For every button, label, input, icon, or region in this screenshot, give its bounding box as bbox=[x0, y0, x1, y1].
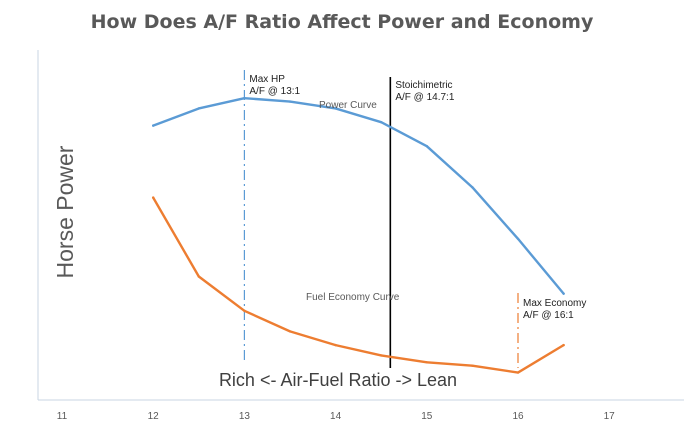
x-tick-label-11: 11 bbox=[57, 411, 68, 422]
stoich-label-line-1: Stoichimetric bbox=[395, 80, 452, 91]
x-tick-label-13: 13 bbox=[239, 411, 251, 422]
data-point-power-5 bbox=[380, 120, 383, 124]
x-tick-label-17: 17 bbox=[604, 411, 616, 422]
max-hp-label-line-1: Max HP bbox=[249, 74, 285, 85]
x-tick-label-16: 16 bbox=[512, 411, 524, 422]
data-point-economy-5 bbox=[380, 354, 383, 357]
fuel-economy-curve-label: Fuel Economy Curve bbox=[306, 292, 400, 303]
chart-title: How Does A/F Ratio Affect Power and Econ… bbox=[91, 11, 594, 33]
series-line-power bbox=[151, 96, 565, 295]
y-axis-label: Horse Power bbox=[52, 145, 78, 278]
data-point-power-6 bbox=[425, 144, 428, 148]
data-point-economy-2 bbox=[243, 309, 246, 313]
data-point-power-0 bbox=[152, 124, 155, 127]
data-point-power-4 bbox=[334, 107, 337, 110]
max-economy-label-line-2: A/F @ 16:1 bbox=[523, 310, 574, 321]
stoich-label-line-2: A/F @ 14.7:1 bbox=[395, 92, 455, 103]
data-point-economy-1 bbox=[197, 275, 200, 278]
data-point-power-9 bbox=[562, 292, 565, 295]
x-tick-label-12: 12 bbox=[148, 411, 160, 422]
data-point-economy-8 bbox=[516, 371, 520, 374]
x-tick-label-15: 15 bbox=[421, 411, 433, 422]
data-point-power-8 bbox=[516, 237, 520, 240]
max-hp-label-line-2: A/F @ 13:1 bbox=[249, 86, 300, 97]
x-axis-caption: Rich <- Air-Fuel Ratio -> Lean bbox=[219, 370, 457, 390]
series-line-economy bbox=[151, 196, 565, 374]
data-point-power-3 bbox=[288, 100, 292, 103]
data-point-power-2 bbox=[243, 96, 246, 100]
data-point-economy-3 bbox=[288, 330, 292, 333]
x-tick-label-14: 14 bbox=[330, 411, 342, 422]
series-group bbox=[151, 96, 565, 374]
data-point-economy-6 bbox=[425, 361, 428, 364]
data-point-economy-4 bbox=[334, 343, 337, 347]
x-ticks: 11 12 13 14 15 16 17 bbox=[57, 411, 615, 422]
max-economy-label-line-1: Max Economy bbox=[523, 298, 586, 309]
power-curve-label: Power Curve bbox=[319, 100, 377, 111]
data-point-power-7 bbox=[471, 186, 474, 189]
data-point-power-1 bbox=[197, 107, 200, 110]
data-point-economy-0 bbox=[152, 196, 155, 199]
data-point-economy-9 bbox=[562, 343, 565, 347]
data-point-economy-7 bbox=[471, 364, 474, 367]
